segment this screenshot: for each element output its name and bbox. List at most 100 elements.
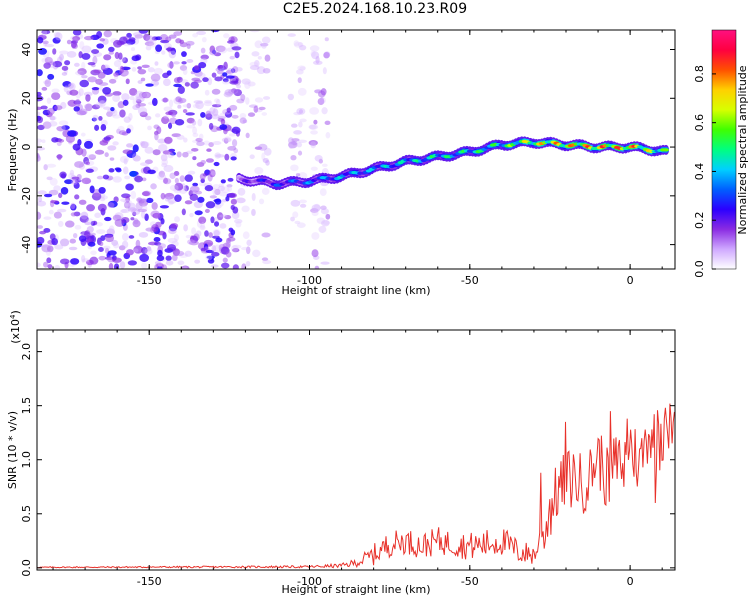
noise-speckle (46, 176, 53, 181)
noise-speckle (323, 51, 331, 58)
noise-speckle (251, 51, 260, 57)
noise-speckle (167, 122, 173, 129)
noise-speckle (70, 212, 77, 217)
noise-speckle (49, 177, 58, 186)
noise-speckle (59, 238, 70, 247)
noise-speckle (252, 249, 261, 258)
noise-speckle (205, 158, 214, 163)
noise-speckle (230, 245, 239, 253)
noise-speckle (297, 42, 304, 48)
noise-speckle (219, 223, 227, 229)
noise-speckle (157, 173, 167, 180)
noise-speckle (235, 221, 242, 228)
noise-speckle (236, 197, 246, 204)
noise-speckle (44, 43, 55, 48)
noise-speckle (110, 106, 115, 112)
noise-speckle (212, 187, 217, 196)
noise-speckle (214, 198, 222, 205)
noise-speckle (190, 81, 199, 89)
noise-speckle (149, 221, 157, 227)
y-tick-label: -20 (20, 187, 33, 205)
colorbar-tick-label: 0.2 (693, 211, 706, 229)
noise-speckle (314, 89, 323, 94)
y-tick-label: 2.0 (20, 343, 33, 361)
noise-speckle (79, 215, 89, 223)
noise-speckle (222, 257, 228, 263)
noise-speckle (247, 112, 256, 117)
noise-speckle (192, 33, 199, 38)
noise-speckle (187, 239, 195, 245)
noise-speckle (225, 251, 232, 258)
noise-speckle (99, 85, 104, 91)
noise-speckle (174, 182, 184, 191)
noise-speckle (41, 244, 51, 248)
noise-speckle (96, 43, 105, 49)
noise-speckle (83, 35, 94, 41)
noise-speckle (254, 40, 263, 49)
noise-speckle (201, 37, 207, 43)
noise-speckle (37, 262, 41, 268)
noise-speckle (298, 109, 304, 114)
noise-speckle (195, 101, 204, 110)
noise-speckle (160, 39, 170, 44)
snr-x-label: Height of straight line (km) (281, 583, 430, 596)
noise-speckle (311, 51, 320, 60)
noise-speckle (262, 259, 272, 265)
noise-speckle (224, 214, 232, 220)
noise-speckle (227, 185, 233, 193)
noise-speckle (245, 132, 250, 139)
noise-speckle (179, 64, 188, 71)
x-tick-label: -150 (137, 274, 162, 287)
noise-speckle (72, 233, 78, 239)
noise-speckle (229, 104, 238, 111)
noise-speckle (107, 250, 117, 256)
noise-speckle (225, 239, 231, 248)
noise-speckle (139, 140, 146, 146)
noise-speckle (197, 196, 205, 203)
noise-speckle (111, 239, 119, 246)
noise-speckle (122, 57, 128, 64)
noise-speckle (189, 212, 194, 218)
noise-speckle (296, 69, 304, 75)
noise-speckle (318, 158, 323, 164)
noise-speckle (145, 227, 155, 232)
noise-speckle (145, 115, 152, 121)
noise-speckle (287, 33, 296, 37)
noise-speckle (241, 205, 250, 213)
noise-speckle (37, 111, 41, 117)
noise-speckle (186, 102, 192, 109)
noise-speckle (324, 37, 329, 42)
x-tick-label: 0 (627, 575, 634, 588)
noise-speckle (96, 229, 106, 235)
noise-speckle (87, 76, 97, 83)
noise-speckle (315, 55, 320, 64)
noise-speckle (184, 174, 193, 182)
noise-speckle (91, 49, 100, 54)
noise-speckle (115, 168, 122, 173)
noise-speckle (134, 175, 143, 183)
noise-speckle (153, 213, 161, 219)
noise-speckle (293, 41, 303, 48)
noise-speckle (227, 177, 234, 182)
noise-speckle (185, 112, 195, 116)
noise-speckle (51, 92, 61, 100)
noise-speckle (68, 82, 76, 91)
noise-speckle (145, 83, 154, 87)
noise-speckle (254, 97, 264, 103)
noise-speckle (52, 60, 63, 68)
noise-speckle (144, 213, 149, 221)
noise-speckle (155, 44, 163, 52)
noise-speckle (299, 203, 307, 208)
noise-speckle (122, 99, 129, 106)
noise-speckle (195, 230, 202, 237)
noise-speckle (320, 261, 330, 265)
noise-speckle (189, 193, 199, 201)
noise-speckle (249, 154, 255, 160)
noise-speckle (296, 107, 306, 115)
noise-speckle (54, 244, 64, 250)
noise-speckle (112, 176, 122, 183)
noise-speckle (209, 195, 217, 199)
noise-speckle (41, 244, 51, 253)
noise-speckle (173, 234, 180, 242)
noise-speckle (98, 187, 106, 194)
